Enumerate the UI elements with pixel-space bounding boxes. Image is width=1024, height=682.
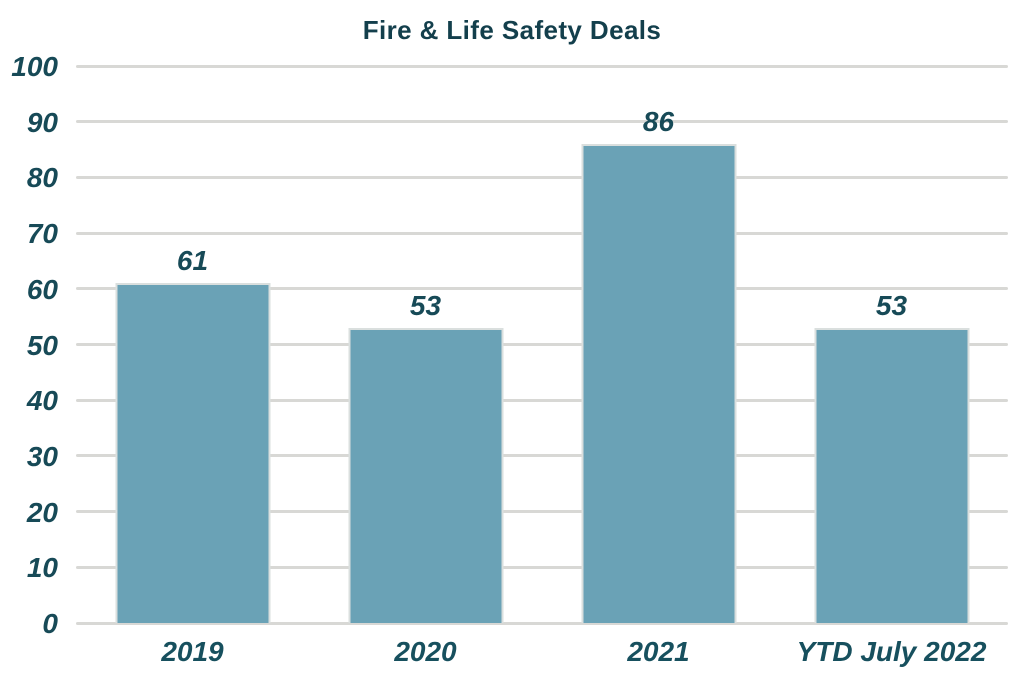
bar-2020: [348, 327, 503, 623]
x-axis-category-label-2020: 2020: [394, 636, 457, 667]
bar-series: 61 53 86 53: [76, 66, 1008, 623]
gridline-90: [76, 120, 1008, 124]
gridline-100: [76, 64, 1008, 68]
y-axis-tick-label-40: 40: [26, 385, 58, 417]
gridline-30: [76, 454, 1008, 458]
bar-value-label-2020: 53: [409, 289, 442, 321]
gridline-60: [76, 287, 1008, 291]
y-axis-tick-label-50: 50: [26, 329, 58, 361]
y-axis-tick-label-0: 0: [42, 608, 58, 639]
bar-ytd-july-2022: [814, 327, 969, 623]
bar-2019: [115, 283, 270, 623]
y-axis: 0 10 20 30 40 50 60 70 80 90 100: [0, 51, 58, 639]
gridline-80: [76, 175, 1008, 179]
y-axis-tick-label-20: 20: [26, 496, 58, 528]
chart-title: Fire & Life Safety Deals: [362, 15, 662, 45]
x-axis-category-label-ytd-july-2022: YTD July 2022: [796, 636, 987, 667]
gridline-70: [76, 231, 1008, 235]
bar-column-2021: 86: [542, 66, 775, 623]
bar-value-label-2019: 61: [176, 245, 209, 277]
gridline-20: [76, 510, 1008, 514]
plot-area: 61 53 86 53: [76, 64, 1008, 625]
y-axis-tick-label-100: 100: [11, 51, 58, 82]
bar-column-ytd-july-2022: 53: [775, 66, 1008, 623]
bar-column-2020: 53: [309, 66, 542, 623]
bar-value-label-ytd-july-2022: 53: [875, 289, 908, 321]
gridline-50: [76, 343, 1008, 346]
y-axis-tick-label-30: 30: [26, 440, 58, 472]
y-axis-tick-label-60: 60: [26, 273, 58, 305]
x-axis-category-label-2021: 2021: [627, 636, 690, 667]
y-axis-tick-label-10: 10: [26, 552, 58, 584]
gridline-10: [76, 565, 1008, 569]
bar-2021: [581, 143, 736, 623]
bar-value-label-2021: 86: [642, 105, 675, 137]
y-axis-tick-label-70: 70: [26, 218, 58, 250]
gridline-0: [76, 621, 1008, 625]
gridline-40: [76, 398, 1008, 402]
y-axis-tick-label-80: 80: [26, 162, 58, 194]
x-axis: 2019 2020 2021 YTD July 2022: [76, 636, 1008, 668]
x-axis-category-label-2019: 2019: [161, 636, 224, 667]
bar-column-2019: 61: [76, 66, 309, 623]
y-axis-tick-label-90: 90: [26, 106, 58, 138]
